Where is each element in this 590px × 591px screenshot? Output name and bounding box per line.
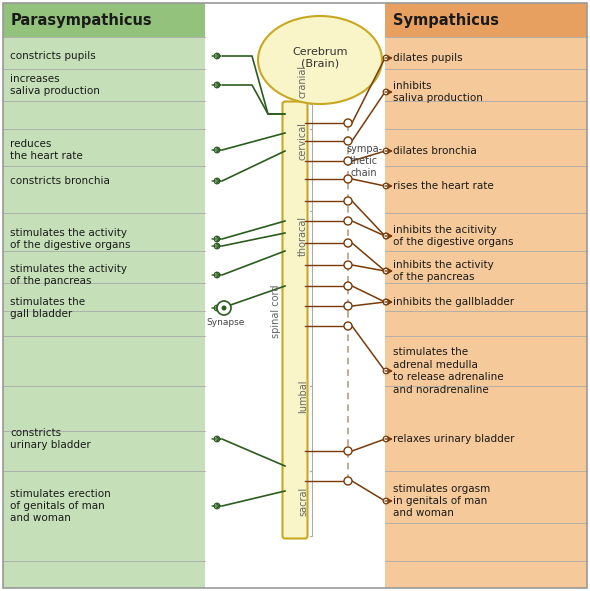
Circle shape (383, 233, 389, 239)
Circle shape (217, 301, 231, 315)
Circle shape (344, 447, 352, 455)
Text: relaxes urinary bladder: relaxes urinary bladder (393, 434, 514, 444)
Circle shape (383, 498, 389, 504)
Bar (205, 3, 385, 588)
Circle shape (344, 217, 352, 225)
Bar (385, 3, 587, 588)
Circle shape (214, 243, 220, 249)
Text: reduces
the heart rate: reduces the heart rate (10, 139, 83, 161)
Circle shape (214, 236, 220, 242)
Text: rises the heart rate: rises the heart rate (393, 181, 494, 191)
Text: Parasympathicus: Parasympathicus (11, 12, 153, 28)
Circle shape (344, 197, 352, 205)
Bar (385, 3, 587, 37)
Circle shape (214, 82, 220, 88)
Text: sympa-
thetic
chain: sympa- thetic chain (346, 144, 382, 178)
FancyBboxPatch shape (283, 102, 307, 538)
Circle shape (344, 282, 352, 290)
Circle shape (344, 261, 352, 269)
Circle shape (344, 477, 352, 485)
Circle shape (214, 147, 220, 153)
Circle shape (383, 233, 389, 239)
Circle shape (214, 53, 220, 59)
Circle shape (214, 503, 220, 509)
Circle shape (344, 302, 352, 310)
Text: lumbal: lumbal (298, 379, 308, 413)
Text: sacral: sacral (298, 486, 308, 515)
Text: spinal cord: spinal cord (271, 284, 281, 337)
Text: Sympathicus: Sympathicus (393, 12, 499, 28)
Text: cervical: cervical (298, 122, 308, 160)
Circle shape (344, 119, 352, 127)
Text: Synapse: Synapse (207, 318, 245, 327)
Ellipse shape (258, 16, 382, 104)
Circle shape (344, 137, 352, 145)
Circle shape (383, 55, 389, 61)
Text: inhibits the acitivity
of the digestive organs: inhibits the acitivity of the digestive … (393, 225, 513, 247)
Text: increases
saliva production: increases saliva production (10, 74, 100, 96)
Text: dilates bronchia: dilates bronchia (393, 146, 477, 156)
Text: cranial: cranial (298, 64, 308, 98)
Circle shape (383, 89, 389, 95)
Text: thoracal: thoracal (298, 216, 308, 256)
Circle shape (214, 178, 220, 184)
Text: stimulates the activity
of the pancreas: stimulates the activity of the pancreas (10, 264, 127, 286)
Circle shape (383, 268, 389, 274)
Circle shape (383, 299, 389, 305)
Circle shape (214, 272, 220, 278)
Text: inhibits the activity
of the pancreas: inhibits the activity of the pancreas (393, 260, 494, 282)
Circle shape (383, 148, 389, 154)
Text: constricts bronchia: constricts bronchia (10, 176, 110, 186)
Bar (3, 3, 205, 37)
Circle shape (383, 268, 389, 274)
Circle shape (383, 183, 389, 189)
Text: inhibits
saliva production: inhibits saliva production (393, 81, 483, 103)
Circle shape (383, 299, 389, 305)
Circle shape (344, 175, 352, 183)
Text: dilates pupils: dilates pupils (393, 53, 463, 63)
Text: stimulates the activity
of the digestive organs: stimulates the activity of the digestive… (10, 228, 130, 250)
Text: inhibits the gallbladder: inhibits the gallbladder (393, 297, 514, 307)
Circle shape (344, 322, 352, 330)
Text: stimulates orgasm
in genitals of man
and woman: stimulates orgasm in genitals of man and… (393, 483, 490, 518)
Circle shape (214, 436, 220, 442)
Circle shape (383, 436, 389, 442)
Circle shape (344, 239, 352, 247)
Text: Cerebrum
(Brain): Cerebrum (Brain) (292, 47, 348, 69)
Bar (3, 3, 205, 588)
Text: stimulates the
gall bladder: stimulates the gall bladder (10, 297, 85, 319)
Text: constricts
urinary bladder: constricts urinary bladder (10, 428, 91, 450)
Text: stimulates the
adrenal medulla
to release adrenaline
and noradrenaline: stimulates the adrenal medulla to releas… (393, 348, 504, 395)
Circle shape (214, 305, 220, 311)
Circle shape (383, 368, 389, 374)
Circle shape (221, 306, 227, 310)
Circle shape (344, 157, 352, 165)
Text: constricts pupils: constricts pupils (10, 51, 96, 61)
Text: stimulates erection
of genitals of man
and woman: stimulates erection of genitals of man a… (10, 489, 111, 524)
